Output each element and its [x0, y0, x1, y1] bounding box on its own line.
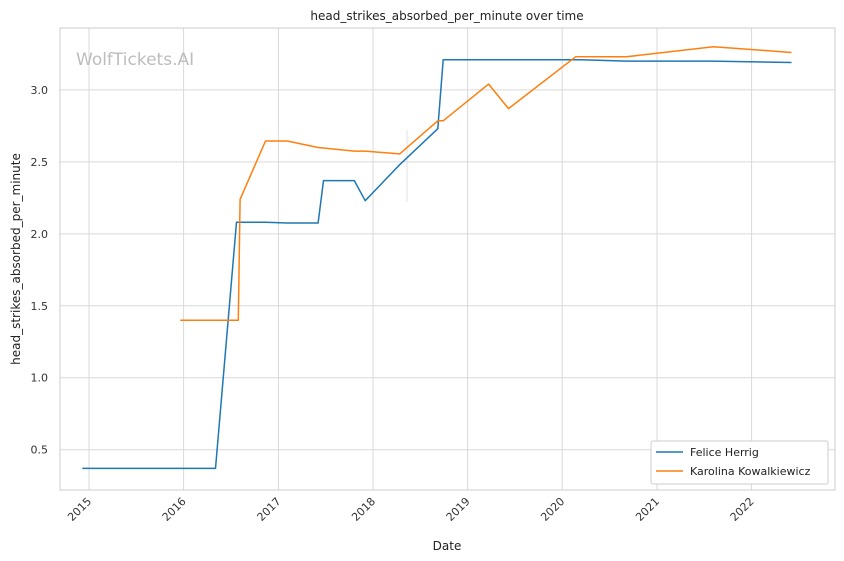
y-tick-label: 3.0	[31, 84, 49, 97]
x-tick-labels: 2015 2016 2017 2018 2019 2020 2021 2022	[65, 495, 757, 524]
y-axis-label: head_strikes_absorbed_per_minute	[9, 153, 23, 365]
legend: Felice Herrig Karolina Kowalkiewicz	[650, 440, 829, 485]
series-line-1	[180, 45, 792, 321]
x-tick-label: 2015	[65, 495, 94, 524]
series-layer	[82, 45, 792, 470]
y-tick-label: 2.0	[31, 228, 49, 241]
legend-label-felice-herrig: Felice Herrig	[690, 446, 759, 459]
series-line-0	[82, 58, 792, 470]
x-tick-label: 2019	[444, 495, 473, 524]
grid-lines	[60, 28, 835, 490]
x-tick-label: 2017	[255, 495, 284, 524]
x-tick-label: 2021	[633, 495, 662, 524]
legend-box	[650, 440, 829, 485]
y-tick-label: 2.5	[31, 156, 49, 169]
watermark: WolfTickets.AI	[76, 50, 194, 70]
chart-title: head_strikes_absorbed_per_minute over ti…	[310, 9, 583, 23]
y-tick-label: 1.5	[31, 300, 49, 313]
x-tick-label: 2022	[728, 495, 757, 524]
plot-frame	[59, 27, 836, 491]
x-tick-label: 2018	[349, 495, 378, 524]
x-tick-label: 2020	[538, 495, 567, 524]
y-tick-labels: 0.5 1.0 1.5 2.0 2.5 3.0	[31, 84, 49, 457]
y-tick-label: 0.5	[31, 444, 49, 457]
plot-area	[60, 28, 835, 490]
y-tick-label: 1.0	[31, 372, 49, 385]
x-tick-label: 2016	[160, 495, 189, 524]
x-axis-label: Date	[433, 539, 462, 553]
legend-label-karolina-kowalkiewicz: Karolina Kowalkiewicz	[690, 465, 811, 478]
